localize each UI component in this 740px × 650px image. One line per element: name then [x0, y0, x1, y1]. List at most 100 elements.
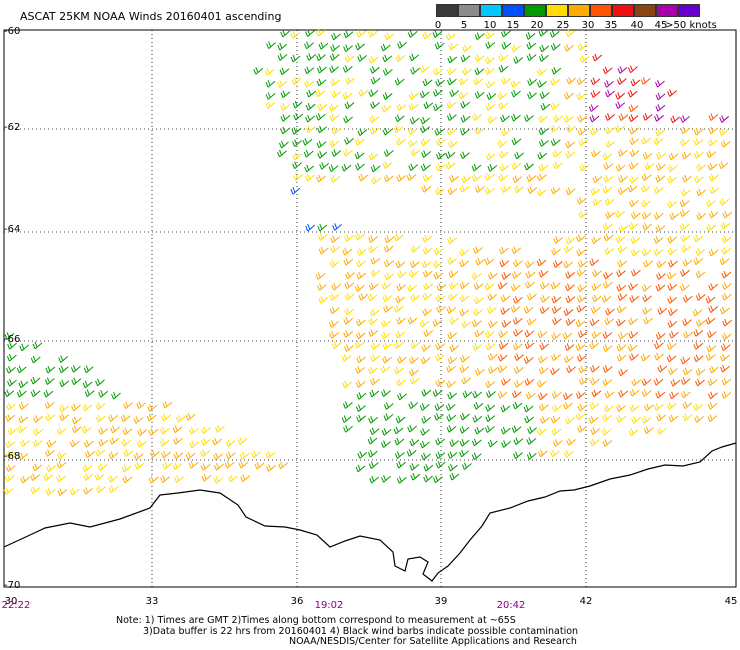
- wind-barb: [315, 272, 326, 280]
- wind-barb: [213, 452, 223, 461]
- wind-barb: [679, 283, 690, 292]
- wind-barb: [434, 413, 444, 421]
- wind-barb: [627, 344, 638, 352]
- wind-barb: [123, 449, 134, 457]
- wind-barb: [565, 318, 576, 326]
- wind-barb: [657, 307, 668, 315]
- wind-barb: [590, 377, 600, 386]
- wind-barb: [526, 437, 537, 445]
- wind-barb: [330, 235, 341, 243]
- wind-barb: [381, 104, 392, 113]
- wind-barb: [475, 185, 485, 193]
- wind-barb: [95, 414, 106, 423]
- wind-barb: [627, 184, 638, 193]
- wind-barb: [575, 412, 586, 421]
- wind-barb: [500, 377, 511, 386]
- wind-barb: [370, 76, 381, 85]
- wind-barb: [435, 294, 446, 303]
- wind-barb: [667, 247, 678, 256]
- wind-barb: [445, 151, 456, 159]
- wind-barb: [644, 162, 655, 171]
- wind-barb: [510, 80, 521, 88]
- wind-barb: [408, 401, 419, 410]
- wind-barb: [602, 439, 613, 447]
- wind-barb: [329, 139, 340, 148]
- wind-barb: [188, 461, 199, 469]
- wind-barb: [576, 248, 587, 257]
- wind-barb: [654, 114, 664, 122]
- wind-barb: [653, 248, 664, 256]
- colorbar-label: 5: [460, 20, 468, 31]
- wind-barb: [499, 246, 509, 255]
- wind-barb: [59, 379, 70, 388]
- wind-barb: [721, 270, 732, 279]
- lat-label: -64: [4, 224, 21, 235]
- wind-barb: [564, 283, 575, 292]
- wind-barb: [17, 425, 28, 434]
- wind-barb: [655, 163, 666, 171]
- wind-barb: [290, 187, 301, 195]
- wind-barb: [422, 246, 433, 255]
- wind-barb: [707, 402, 718, 410]
- wind-barb: [355, 380, 366, 388]
- wind-barb: [527, 186, 538, 194]
- wind-barb: [409, 260, 420, 269]
- wind-barb: [563, 401, 573, 410]
- wind-barb: [253, 67, 264, 75]
- wind-barb: [396, 316, 406, 325]
- wind-barb: [331, 90, 342, 98]
- wind-barb: [718, 161, 729, 170]
- wind-barb: [306, 53, 317, 61]
- wind-barb: [433, 271, 444, 280]
- wind-barb: [396, 356, 407, 364]
- wind-barb: [484, 282, 495, 291]
- wind-barb: [408, 103, 419, 111]
- wind-barb: [280, 126, 291, 135]
- wind-barb: [514, 151, 524, 160]
- wind-barb: [447, 236, 457, 245]
- wind-barb: [617, 66, 628, 74]
- wind-barb: [111, 391, 121, 400]
- wind-barb: [277, 80, 288, 88]
- wind-barb: [550, 186, 561, 195]
- wind-barb: [629, 175, 639, 184]
- wind-barb: [71, 416, 82, 425]
- wind-barb: [446, 380, 456, 388]
- wind-barb: [527, 426, 537, 434]
- wind-barb: [396, 137, 406, 146]
- wind-barb: [344, 137, 354, 145]
- wind-barb: [420, 125, 430, 134]
- graticule: [4, 30, 736, 587]
- wind-barb: [501, 272, 512, 280]
- wind-barb: [317, 103, 328, 111]
- wind-barb: [485, 31, 495, 40]
- wind-barb: [82, 380, 93, 389]
- wind-barb: [446, 67, 457, 76]
- wind-barb: [447, 77, 457, 86]
- wind-barb: [370, 101, 380, 109]
- wind-barb: [629, 404, 640, 412]
- wind-barb: [460, 115, 471, 123]
- wind-barb: [344, 307, 355, 316]
- wind-barb: [7, 378, 17, 387]
- wind-barb: [473, 308, 483, 316]
- wind-barb: [449, 174, 460, 183]
- wind-barb: [602, 331, 613, 339]
- wind-barb: [71, 377, 82, 386]
- wind-barb: [393, 233, 404, 242]
- wind-barb: [343, 257, 354, 266]
- wind-barb: [485, 404, 496, 412]
- wind-barb: [537, 68, 547, 76]
- wind-barb: [59, 404, 69, 413]
- wind-barb: [458, 77, 469, 86]
- wind-barb: [588, 416, 599, 424]
- wind-barb: [563, 115, 574, 123]
- wind-barb: [43, 473, 54, 482]
- wind-barb: [655, 390, 666, 399]
- wind-barb: [538, 139, 549, 147]
- wind-barb: [601, 428, 612, 436]
- wind-barb: [82, 464, 93, 472]
- wind-barb: [473, 282, 484, 291]
- wind-barb: [695, 270, 706, 279]
- wind-barb: [603, 233, 614, 242]
